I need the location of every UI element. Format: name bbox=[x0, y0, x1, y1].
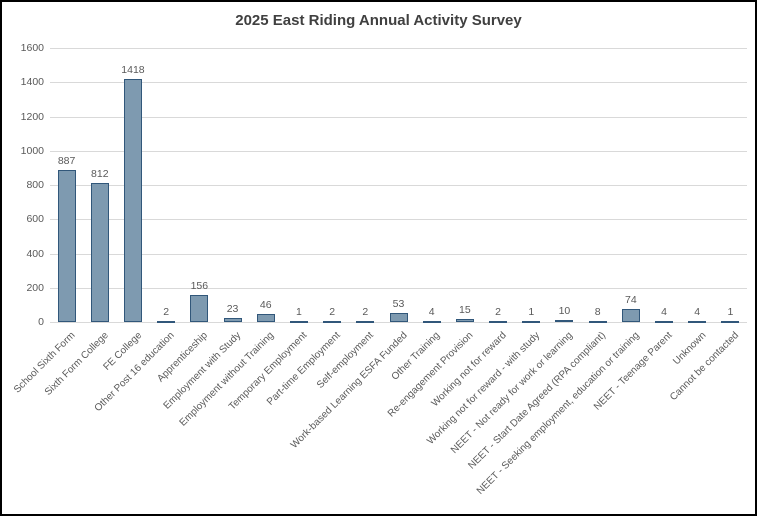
bar-value-label: 15 bbox=[459, 304, 471, 316]
y-tick-label: 800 bbox=[26, 179, 44, 191]
bar bbox=[621, 309, 640, 322]
bar-value-label: 1 bbox=[296, 306, 302, 318]
bar-value-label: 1 bbox=[528, 306, 535, 318]
bar-value-label: 887 bbox=[57, 155, 76, 167]
bar-value-label: 74 bbox=[624, 294, 637, 306]
bar-value-label: 812 bbox=[91, 168, 109, 180]
bar bbox=[323, 321, 342, 323]
bar bbox=[721, 321, 740, 323]
gridline bbox=[50, 48, 747, 49]
x-category-label-text: School Sixth Form bbox=[11, 330, 78, 396]
bar-value-label: 156 bbox=[190, 280, 209, 292]
gridline bbox=[50, 116, 747, 118]
bar-value-label: 1418 bbox=[121, 64, 145, 76]
bar bbox=[688, 321, 707, 323]
x-category-label-text: NEET - Seeking employment, education or … bbox=[474, 330, 642, 497]
bar-value-label: 23 bbox=[226, 303, 239, 315]
bar bbox=[655, 321, 674, 323]
bar-value-label: 8 bbox=[594, 306, 601, 318]
bar-value-label: 46 bbox=[259, 299, 272, 311]
bar-value-label: 10 bbox=[558, 305, 571, 317]
gridline bbox=[50, 82, 747, 84]
bar bbox=[489, 321, 508, 323]
bar-value-label: 4 bbox=[428, 306, 435, 318]
bar-value-label: 53 bbox=[392, 298, 405, 310]
bar bbox=[555, 320, 574, 322]
bar-value-label: 4 bbox=[661, 306, 667, 318]
y-tick-label: 1000 bbox=[20, 144, 44, 157]
bar bbox=[588, 321, 607, 323]
gridline bbox=[50, 253, 747, 255]
bar bbox=[223, 318, 242, 322]
plot-area: 887 812 1418 2 156 23 46 1 2 2 53 4 15 2 1 10 8 74 4 4 1 bbox=[50, 48, 747, 323]
bar bbox=[123, 79, 142, 322]
gridline bbox=[50, 150, 747, 152]
bar-value-label: 2 bbox=[362, 306, 369, 318]
chart-title: 2025 East Riding Annual Activity Survey bbox=[235, 12, 522, 29]
y-tick-label: 200 bbox=[26, 281, 44, 294]
bar-value-label: 1 bbox=[727, 306, 734, 318]
gridline bbox=[50, 287, 747, 289]
bar-value-label: 2 bbox=[329, 306, 336, 318]
bar bbox=[522, 321, 541, 323]
bar bbox=[455, 319, 474, 322]
bar bbox=[57, 170, 76, 322]
bar-value-label: 2 bbox=[495, 306, 501, 318]
bar bbox=[289, 321, 308, 323]
gridline bbox=[50, 185, 747, 186]
bar bbox=[90, 183, 109, 322]
bar bbox=[190, 295, 209, 322]
y-tick-label: 0 bbox=[38, 316, 44, 328]
y-tick-label: 1400 bbox=[20, 76, 44, 89]
gridline bbox=[50, 219, 747, 221]
bar bbox=[389, 313, 408, 322]
y-tick-label: 600 bbox=[26, 213, 44, 226]
bar-value-label: 4 bbox=[694, 306, 701, 318]
y-tick-label: 400 bbox=[26, 247, 44, 260]
bar bbox=[256, 314, 275, 322]
bar bbox=[422, 321, 441, 323]
bar bbox=[356, 321, 375, 323]
y-tick-label: 1600 bbox=[20, 42, 44, 54]
x-category-label-text: Sixth Form College bbox=[42, 330, 111, 398]
bar bbox=[157, 321, 176, 323]
gridline bbox=[50, 322, 747, 323]
bar-value-label: 2 bbox=[163, 306, 170, 318]
x-category-label-text: NEET - Not ready for work or learning bbox=[449, 330, 576, 456]
y-tick-label: 1200 bbox=[20, 110, 44, 123]
